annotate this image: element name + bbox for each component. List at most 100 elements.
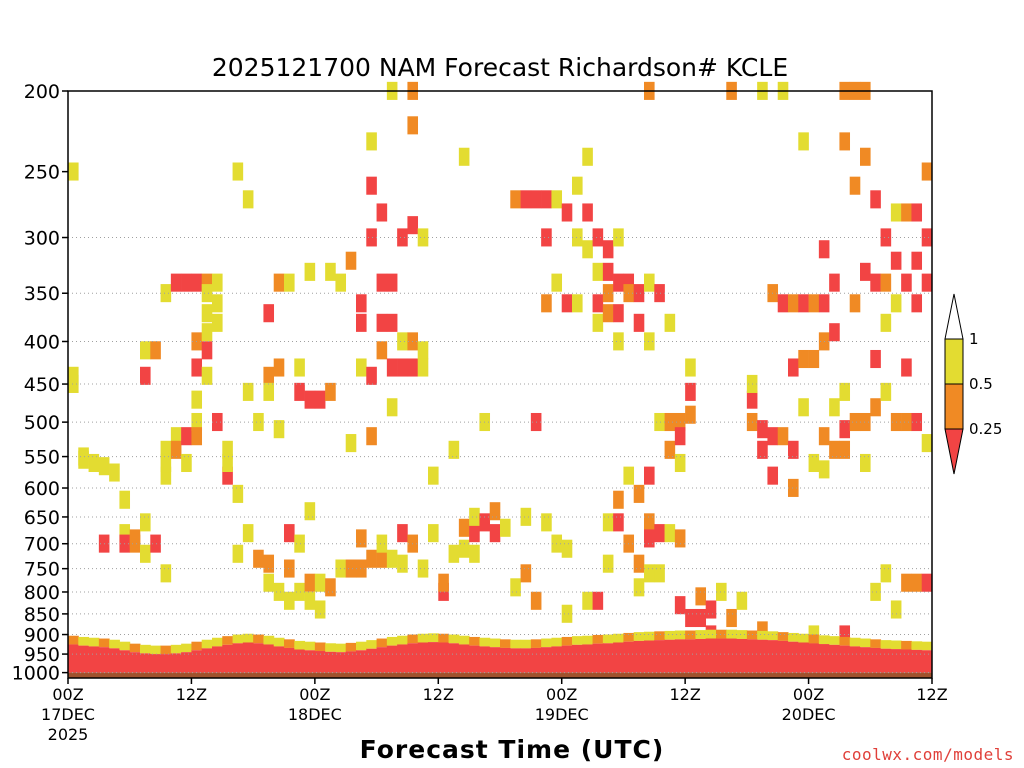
heatmap-cell [386,273,398,292]
heatmap-cell [829,440,840,459]
low-layer-cell [705,638,717,673]
heatmap-cell [201,273,213,292]
low-layer-cell [829,644,840,673]
low-layer-fringe [140,644,151,654]
low-layer-fringe [880,640,892,649]
low-layer-cell [870,647,882,673]
heatmap-cell [582,591,593,610]
heatmap-cell [68,366,79,385]
heatmap-cell [561,203,573,222]
low-layer-cell [530,647,542,673]
heatmap-cell [181,453,192,473]
heatmap-cell [345,434,357,453]
heatmap-cell [860,262,871,281]
low-layer-cell [109,648,120,673]
heatmap-cell [880,313,892,332]
low-layer-fringe [78,636,90,646]
low-layer-fringe [201,639,213,649]
low-layer-fringe [325,643,336,652]
heatmap-cell [263,366,275,385]
heatmap-cell [212,273,223,292]
heatmap-cell [386,313,398,332]
heatmap-cell [376,273,388,292]
heatmap-cell [839,132,851,151]
low-layer-cell [129,652,141,673]
heatmap-cell [613,273,624,292]
heatmap-cell [541,190,552,209]
low-layer-cell [839,645,851,673]
low-layer-fringe [191,641,203,651]
heatmap-cell [788,358,799,377]
low-layer-cell [798,642,810,673]
heatmap-cells [68,81,933,644]
heatmap-cell [68,162,79,181]
low-layer-fringe [232,634,244,644]
heatmap-cell [109,463,120,482]
heatmap-cell [356,529,367,548]
low-layer-fringe [407,634,419,644]
low-layer-cell [572,644,583,673]
low-layer-fringe [582,635,594,645]
heatmap-cell [582,240,593,259]
y-tick-label: 600 [24,478,60,500]
heatmap-cell [757,420,768,439]
low-layer-fringe [150,645,162,655]
heatmap-cell [572,294,583,313]
low-layer-fringe [366,640,378,649]
heatmap-cell [417,228,429,247]
y-tick-label: 250 [24,162,60,184]
heatmap-cell [818,240,830,259]
heatmap-cell [325,578,336,597]
low-layer-cell [746,639,758,673]
credit-text[interactable]: coolwx.com/models [842,745,1014,764]
heatmap-cell [788,440,799,459]
low-layer-cell [191,650,203,673]
heatmap-cell [921,228,933,247]
low-layer-fringe [664,630,676,640]
legend-label: 0.5 [969,375,993,393]
heatmap-cell [572,176,583,195]
y-tick-label: 700 [24,534,60,556]
heatmap-cell [890,251,902,270]
heatmap-cell [273,358,285,377]
grid-lines [68,237,932,674]
y-tick-label: 550 [24,447,60,469]
heatmap-cell [325,382,336,401]
heatmap-cell [613,490,624,509]
y-tick-label: 850 [24,604,60,626]
legend-swatch [944,428,964,475]
low-layer-cell [253,643,264,673]
low-layer-cell [263,644,275,673]
low-layer-fringe [242,633,254,643]
heatmap-cell [366,549,377,568]
heatmap-cell [623,273,635,292]
heatmap-cell [685,358,696,377]
chart-title: 2025121700 NAM Forecast Richardson# KCLE [212,53,788,82]
heatmap-cell [880,228,892,247]
low-layer-cell [561,645,573,673]
y-tick-label: 500 [24,412,60,434]
low-layer-fringe [253,634,264,644]
heatmap-cell [119,490,131,509]
low-layer-cell [232,643,244,673]
low-layer-fringe [458,635,470,645]
heatmap-cell [561,604,573,623]
heatmap-cell [304,390,316,409]
heatmap-cell [438,582,449,601]
heatmap-cell [798,398,809,417]
heatmap-cell [541,513,552,532]
heatmap-cell [829,398,840,417]
heatmap-cell [870,190,881,209]
heatmap-cell [160,453,172,473]
heatmap-cell [376,203,388,222]
heatmap-cell [716,582,727,601]
y-tick-label: 200 [24,81,60,103]
heatmap-cell [376,534,388,553]
heatmap-cell [860,453,871,473]
low-layer-cell [613,642,624,673]
heatmap-cell [345,251,357,270]
low-layer-fringe [623,632,635,642]
heatmap-cell [78,450,89,469]
heatmap-cell [860,412,871,432]
heatmap-cell [911,573,923,592]
